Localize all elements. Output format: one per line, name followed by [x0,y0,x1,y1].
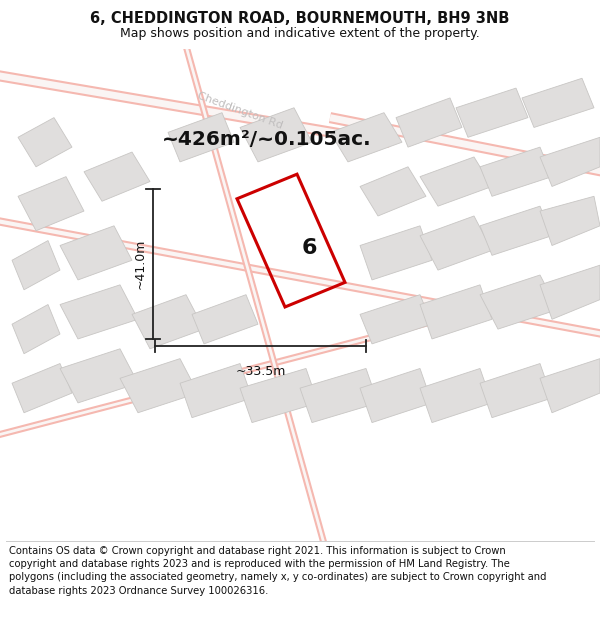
Polygon shape [360,167,426,216]
Polygon shape [540,138,600,186]
Polygon shape [12,241,60,290]
Polygon shape [540,196,600,246]
Polygon shape [420,157,492,206]
Polygon shape [240,107,312,162]
Polygon shape [60,226,132,280]
Polygon shape [60,285,138,339]
Polygon shape [480,147,552,196]
Text: Cheddington Rd: Cheddington Rd [196,90,284,131]
Polygon shape [330,112,402,162]
Polygon shape [12,304,60,354]
Polygon shape [420,216,492,270]
Text: 6: 6 [301,238,317,258]
Polygon shape [540,359,600,413]
Polygon shape [240,369,318,423]
Text: ~426m²/~0.105ac.: ~426m²/~0.105ac. [162,130,371,149]
Text: Map shows position and indicative extent of the property.: Map shows position and indicative extent… [120,27,480,40]
Polygon shape [18,118,72,167]
Polygon shape [360,369,432,423]
Polygon shape [480,364,552,418]
Polygon shape [480,206,552,256]
Polygon shape [120,359,198,413]
Polygon shape [522,78,594,128]
Polygon shape [540,265,600,319]
Text: ~41.0m: ~41.0m [133,239,146,289]
Polygon shape [360,226,432,280]
Polygon shape [192,294,258,344]
Polygon shape [420,369,492,423]
Polygon shape [132,294,204,349]
Polygon shape [180,364,252,418]
Polygon shape [360,294,432,344]
Polygon shape [18,177,84,231]
Polygon shape [456,88,528,138]
Polygon shape [420,285,492,339]
Polygon shape [60,349,138,403]
Polygon shape [480,275,558,329]
Polygon shape [300,369,378,423]
Text: Contains OS data © Crown copyright and database right 2021. This information is : Contains OS data © Crown copyright and d… [9,546,547,596]
Polygon shape [396,98,462,147]
Polygon shape [84,152,150,201]
Polygon shape [12,364,72,413]
Text: 6, CHEDDINGTON ROAD, BOURNEMOUTH, BH9 3NB: 6, CHEDDINGTON ROAD, BOURNEMOUTH, BH9 3N… [91,11,509,26]
Polygon shape [168,112,234,162]
Text: ~33.5m: ~33.5m [235,365,286,378]
